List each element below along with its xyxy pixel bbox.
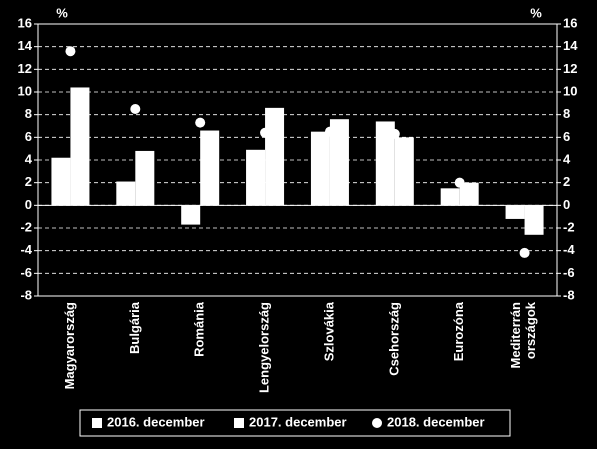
bar	[246, 149, 266, 206]
y-tick-label: 2	[25, 174, 32, 189]
x-tick-label: Magyarország	[62, 302, 77, 389]
dot	[454, 177, 465, 188]
bar	[310, 131, 330, 206]
dot	[389, 128, 400, 139]
bar	[200, 130, 220, 206]
dot	[260, 127, 271, 138]
bar	[116, 181, 136, 206]
x-tick-label: Románia	[192, 301, 207, 357]
legend-label: 2016. december	[107, 414, 205, 429]
y-tick-label: 16	[18, 15, 32, 30]
y2-tick-label: -2	[563, 219, 575, 234]
bar	[70, 87, 90, 206]
bar	[505, 205, 525, 219]
dot	[65, 46, 76, 57]
legend-label: 2017. december	[249, 414, 347, 429]
x-tick-label: Mediterránországok	[509, 301, 539, 368]
y-tick-label: 6	[25, 129, 32, 144]
x-tick-label: Bulgária	[127, 301, 142, 354]
bar	[440, 188, 460, 206]
legend-swatch	[92, 418, 102, 428]
bar	[375, 121, 395, 206]
x-tick-label: Szlovákia	[321, 301, 336, 361]
dot	[130, 104, 141, 114]
y2-tick-label: 16	[563, 15, 577, 30]
bar	[459, 182, 479, 206]
y2-tick-label: 6	[563, 129, 570, 144]
bar	[524, 205, 544, 235]
y2-tick-label: 10	[563, 83, 577, 98]
y-tick-label: -8	[20, 287, 32, 302]
y-tick-label: 10	[18, 83, 32, 98]
y2-tick-label: -8	[563, 287, 575, 302]
y-axis-label: %	[56, 5, 68, 20]
bar	[181, 205, 201, 225]
y2-tick-label: -6	[563, 265, 575, 280]
y-tick-label: 14	[18, 38, 33, 53]
y-tick-label: -2	[20, 219, 32, 234]
y2-tick-label: 14	[563, 38, 578, 53]
y2-tick-label: 12	[563, 61, 577, 76]
y-tick-label: 12	[18, 61, 32, 76]
legend-box	[79, 409, 511, 437]
y-tick-label: -4	[20, 242, 32, 257]
y-tick-label: 8	[25, 106, 32, 121]
legend-label: 2018. december	[387, 414, 485, 429]
x-tick-label: Lengyelország	[257, 302, 272, 393]
dot	[324, 126, 335, 137]
bar	[135, 150, 155, 206]
legend-swatch	[372, 418, 382, 428]
y-tick-label: 4	[25, 151, 33, 166]
x-tick-label: Csehország	[386, 302, 401, 376]
y2-tick-label: 4	[563, 151, 571, 166]
bar	[51, 157, 71, 206]
y2-tick-label: -4	[563, 242, 575, 257]
x-tick-label: Eurozóna	[451, 301, 466, 361]
y2-tick-label: 8	[563, 106, 570, 121]
y-tick-label: 0	[25, 197, 32, 212]
dot	[195, 117, 206, 128]
legend-swatch	[234, 418, 244, 428]
y2-tick-label: 2	[563, 174, 570, 189]
y-tick-label: -6	[20, 265, 32, 280]
bar	[265, 107, 285, 206]
y2-tick-label: 0	[563, 197, 570, 212]
bar	[329, 119, 349, 206]
dot	[519, 247, 530, 258]
bar	[394, 137, 414, 206]
y2-axis-label: %	[530, 5, 542, 20]
